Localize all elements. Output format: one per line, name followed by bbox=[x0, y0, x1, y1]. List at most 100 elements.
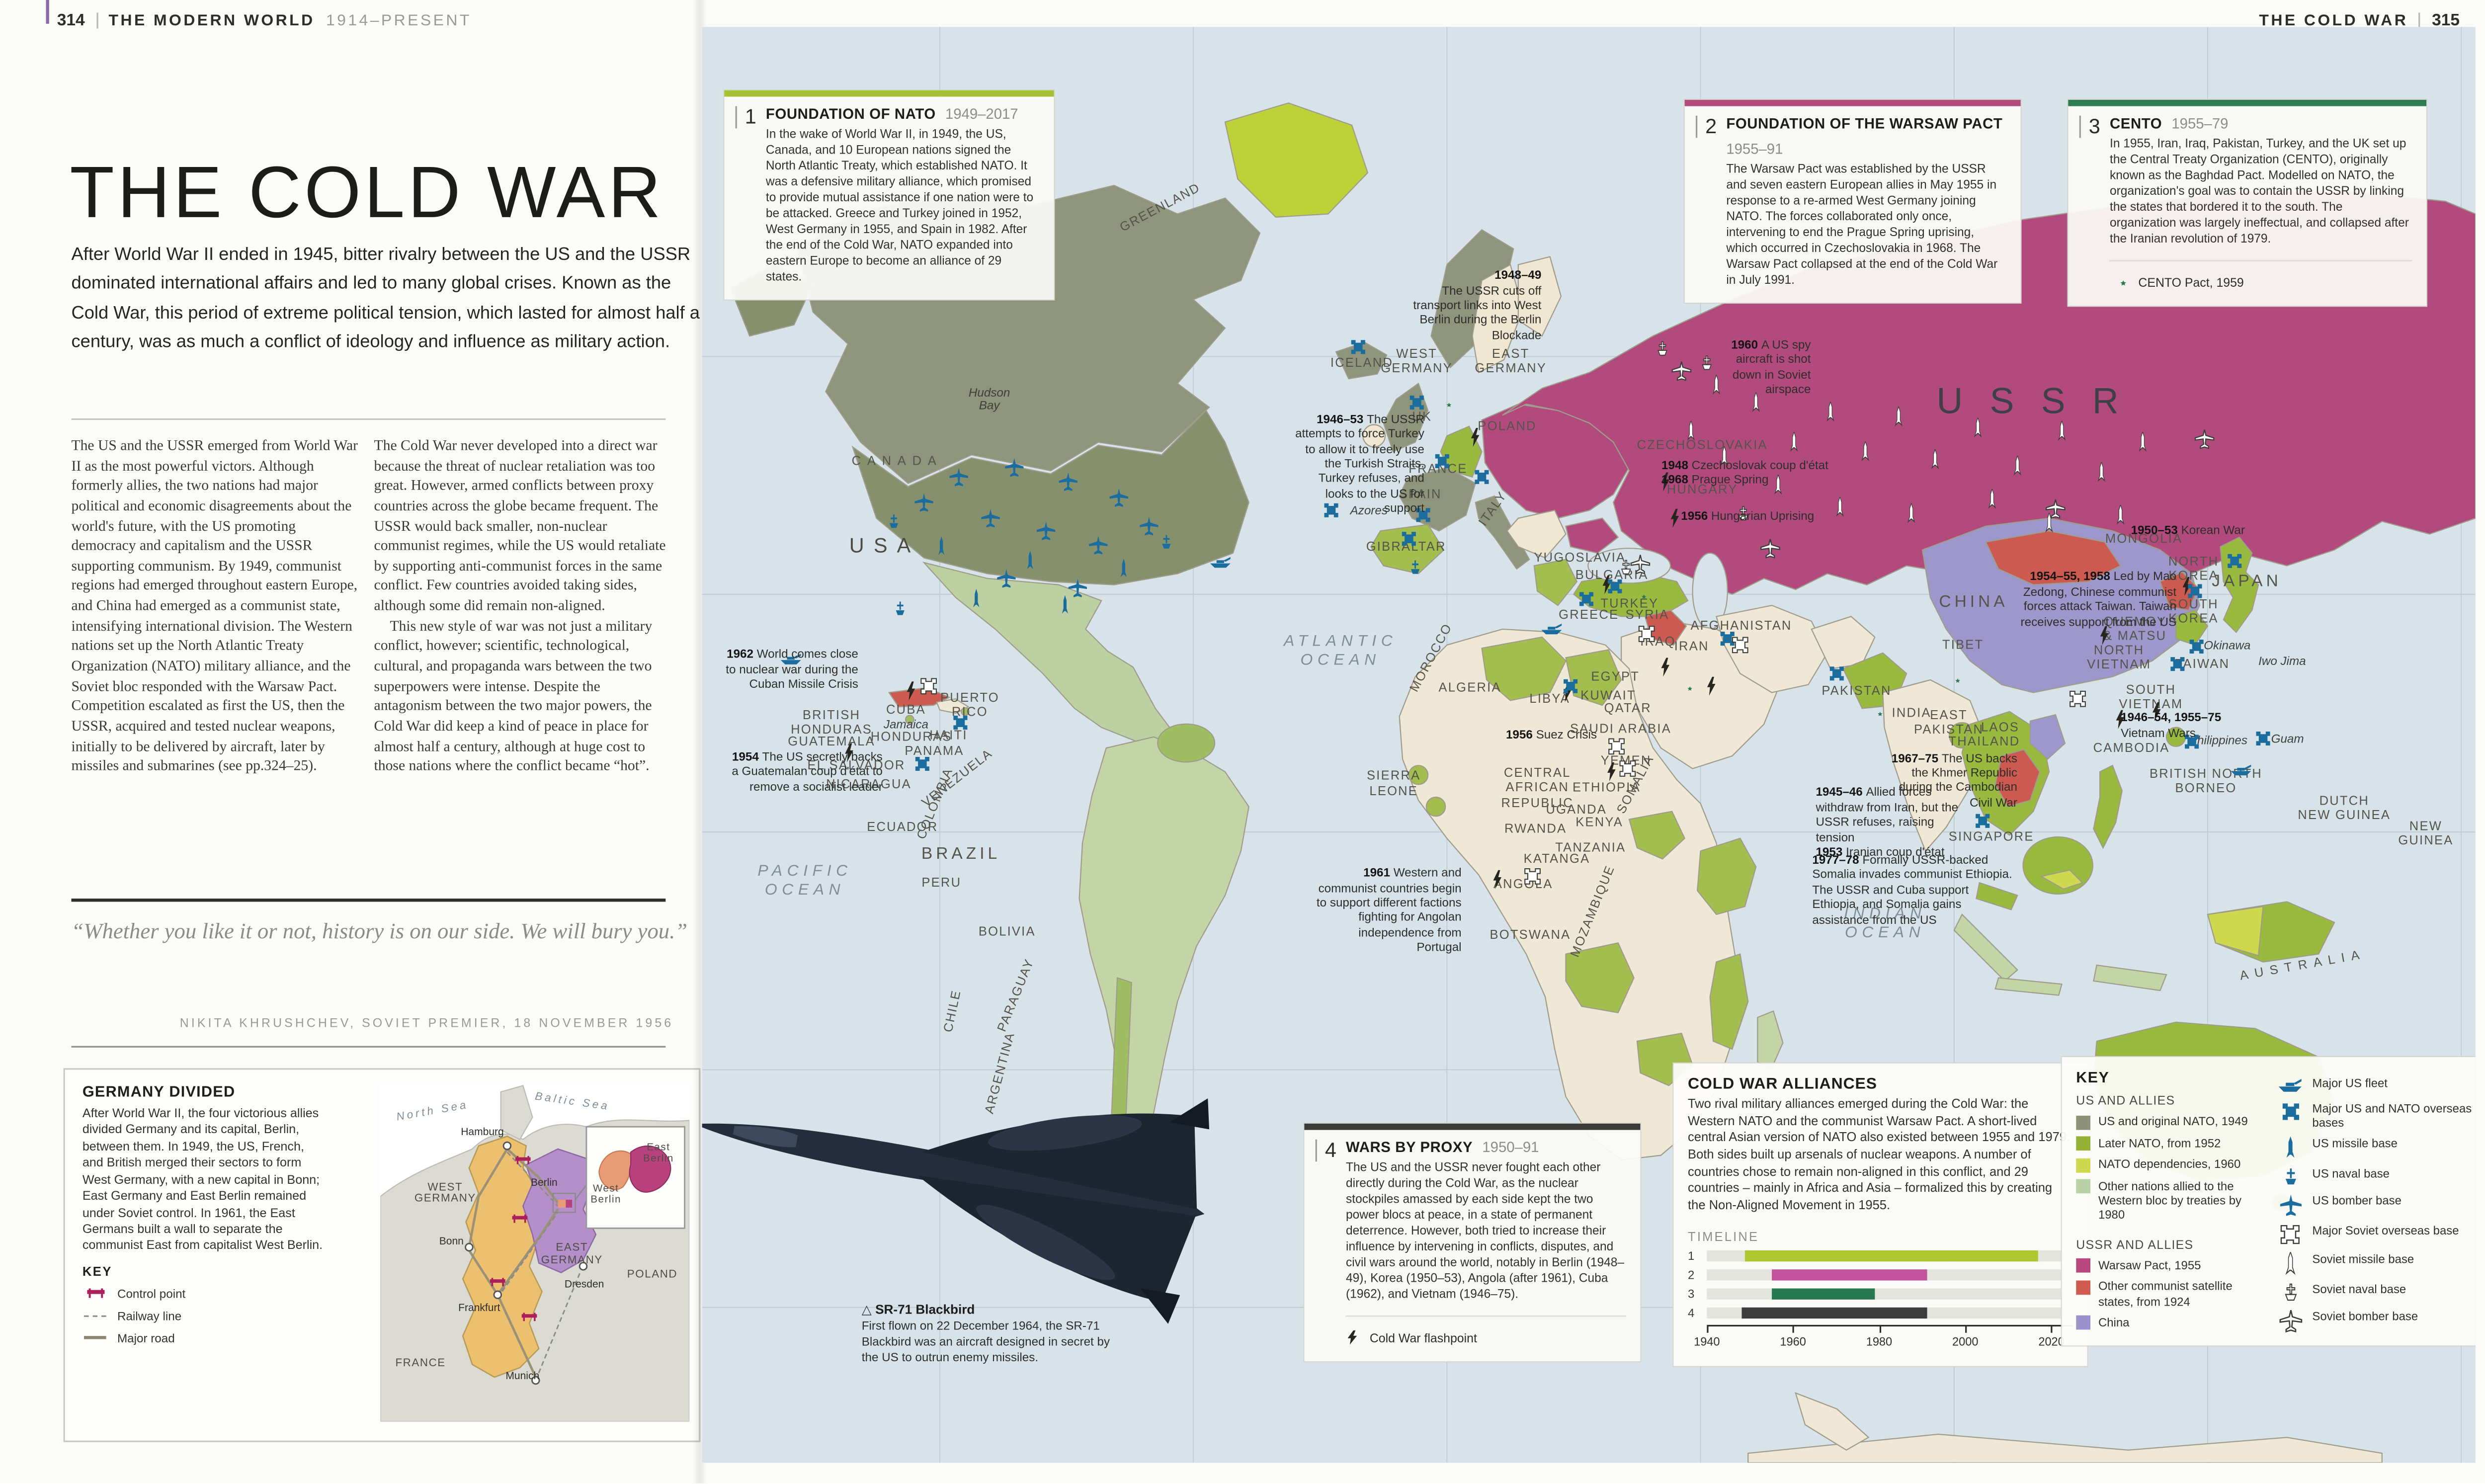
map-annotation: 1945–46 Allied forces withdraw from Iran… bbox=[1816, 785, 1959, 859]
soviet-missile-icon bbox=[1825, 402, 1835, 422]
sr71-caption: △ SR-71 Blackbird First flown on 22 Dece… bbox=[862, 1302, 1112, 1366]
flashpoint-icon bbox=[1705, 676, 1718, 695]
map-label: SIERRA LEONE bbox=[1367, 769, 1421, 798]
key-section-us: US AND ALLIES bbox=[2076, 1093, 2175, 1108]
map-label: QATAR bbox=[1604, 701, 1652, 716]
timeline-tick bbox=[1965, 1327, 1967, 1333]
control-point-icon bbox=[489, 1277, 506, 1288]
timeline-row: 2 bbox=[1688, 1268, 2073, 1283]
control-point-icon bbox=[83, 1287, 108, 1300]
key-label: US and original NATO, 1949 bbox=[2098, 1114, 2248, 1129]
page-header-left: 314 THE MODERN WORLD 1914–PRESENT bbox=[57, 11, 472, 30]
timeline-rows: 1 2 3 4 bbox=[1688, 1249, 2073, 1320]
map-label: ANGOLA bbox=[1493, 877, 1553, 891]
key-row: Warsaw Pact, 1955 bbox=[2076, 1258, 2263, 1273]
key-row: Later NATO, from 1952 bbox=[2076, 1136, 2263, 1151]
map-label: BRITISH HONDURAS bbox=[791, 707, 872, 737]
soviet-missile-icon bbox=[2096, 462, 2107, 482]
key-label: Soviet missile base bbox=[2312, 1252, 2414, 1267]
us-base-icon bbox=[1974, 812, 1991, 829]
germany-map-label: FRANCE bbox=[395, 1357, 446, 1369]
key-label: US naval base bbox=[2312, 1166, 2390, 1181]
soviet-missile-icon bbox=[1906, 503, 1917, 524]
us-base-icon bbox=[1578, 589, 1596, 607]
soviet-missile-icon bbox=[2137, 431, 2148, 452]
world-map: GREENLAND ICELAND Hudson Bay CANADA USA ATLAN… bbox=[702, 27, 2476, 1463]
soviet-missile-icon bbox=[1972, 417, 1983, 437]
soviet-base-icon bbox=[919, 676, 938, 695]
key-swatch bbox=[2076, 1115, 2091, 1130]
key-row: Other communist satellite states, from 1… bbox=[2076, 1280, 2263, 1309]
page-title: THE COLD WAR bbox=[70, 150, 664, 233]
germany-key-row: Control point bbox=[83, 1287, 324, 1301]
us-fleet-icon bbox=[1207, 555, 1233, 571]
key-label: Major Soviet overseas base bbox=[2312, 1224, 2459, 1238]
map-label: BOLIVIA bbox=[978, 924, 1036, 939]
page-number: 314 bbox=[57, 11, 85, 30]
us-naval-icon bbox=[1408, 558, 1422, 576]
callout-cento: 3 CENTO 1955–79 In 1955, Iran, Iraq, Paki… bbox=[2068, 99, 2427, 306]
callout-dates: 1955–79 bbox=[2171, 115, 2229, 132]
key-swatch bbox=[2076, 1179, 2091, 1194]
cento-pact-icon bbox=[1632, 587, 1648, 603]
map-label: ATLANTIC OCEAN bbox=[1283, 633, 1398, 669]
germany-map: North Sea Baltic Sea Hamburg WEST GERMANY Be… bbox=[380, 1082, 690, 1422]
soviet-bomber-icon bbox=[1759, 538, 1780, 558]
key-row: Major US fleet bbox=[2276, 1076, 2476, 1095]
sr71-blackbird-image bbox=[702, 1098, 1210, 1324]
key-label: Major US and NATO overseas bases bbox=[2312, 1101, 2472, 1131]
germany-divided-box: GERMANY DIVIDED After World War II, the … bbox=[63, 1068, 701, 1442]
map-label: Hudson Bay bbox=[968, 385, 1010, 413]
map-label: HAITI bbox=[929, 727, 968, 742]
timeline-bar bbox=[1771, 1289, 1875, 1300]
section-range: 1914–PRESENT bbox=[326, 12, 472, 30]
key-label: NATO dependencies, 1960 bbox=[2098, 1156, 2241, 1171]
us-base-icon bbox=[2169, 656, 2186, 673]
key-label: Other nations allied to the Western bloc… bbox=[2098, 1178, 2241, 1222]
us-bomber-icon bbox=[1036, 521, 1056, 541]
flashpoint-icon bbox=[1605, 762, 1618, 781]
germany-key: Control point Railway line Major road bbox=[83, 1287, 324, 1345]
chapter-color-tab bbox=[46, 0, 49, 24]
accent-bar bbox=[1304, 1123, 1641, 1130]
map-label: LIBYA bbox=[1529, 691, 1571, 706]
map-label: LAOS bbox=[1981, 720, 2020, 735]
body-column-1: The US and the USSR emerged from World W… bbox=[71, 439, 358, 776]
sr71-title: SR-71 Blackbird bbox=[875, 1302, 975, 1317]
soviet-missile-icon bbox=[1929, 449, 1940, 469]
callout-warsaw-pact: 2 FOUNDATION OF THE WARSAW PACT 1955–91 T… bbox=[1684, 99, 2021, 303]
timeline-track bbox=[1707, 1270, 2073, 1281]
us-missile-icon bbox=[2283, 1137, 2297, 1160]
germany-map-label: Munich bbox=[505, 1371, 540, 1383]
map-label: PACIFIC OCEAN bbox=[757, 863, 852, 899]
callout-footer-label: Cold War flashpoint bbox=[1369, 1330, 1477, 1345]
us-fleet-icon bbox=[2276, 1076, 2304, 1095]
map-label: EGYPT bbox=[1591, 670, 1640, 684]
soviet-base-icon bbox=[1618, 760, 1637, 779]
map-label: CENTRAL AFRICAN REPUBLIC bbox=[1501, 766, 1574, 810]
germany-map-shapes bbox=[380, 1082, 690, 1422]
timeline-row-number: 2 bbox=[1688, 1268, 1695, 1283]
sr71-body: First flown on 22 December 1964, the SR-… bbox=[861, 1319, 1110, 1365]
soviet-base-icon bbox=[1638, 625, 1657, 644]
us-base-icon bbox=[1474, 468, 1491, 485]
map-label: Azores bbox=[1350, 503, 1388, 518]
map-label: KATANGA bbox=[1523, 852, 1590, 867]
callout-number: 4 bbox=[1315, 1138, 1336, 1162]
key-label: Other communist satellite states, from 1… bbox=[2098, 1279, 2233, 1309]
us-naval-icon bbox=[887, 512, 901, 529]
us-bomber-icon bbox=[981, 508, 1001, 528]
timeline-tick-label: 1960 bbox=[1780, 1335, 1806, 1349]
map-label: EAST PAKISTAN bbox=[1913, 707, 1984, 737]
timeline-tick-label: 1940 bbox=[1694, 1335, 1720, 1349]
key-section-ussr: USSR AND ALLIES bbox=[2076, 1237, 2194, 1252]
map-label: PANAMA bbox=[905, 743, 964, 758]
callout-title: FOUNDATION OF THE WARSAW PACT bbox=[1726, 115, 2003, 132]
soviet-naval-icon bbox=[1656, 340, 1670, 357]
section-title: THE MODERN WORLD bbox=[108, 12, 315, 30]
germany-key-label: Major road bbox=[117, 1330, 175, 1345]
timeline-row: 4 bbox=[1688, 1307, 2073, 1320]
key-label: Warsaw Pact, 1955 bbox=[2098, 1258, 2201, 1273]
us-base-icon bbox=[913, 755, 931, 772]
callout-title: CENTO bbox=[2110, 115, 2162, 132]
